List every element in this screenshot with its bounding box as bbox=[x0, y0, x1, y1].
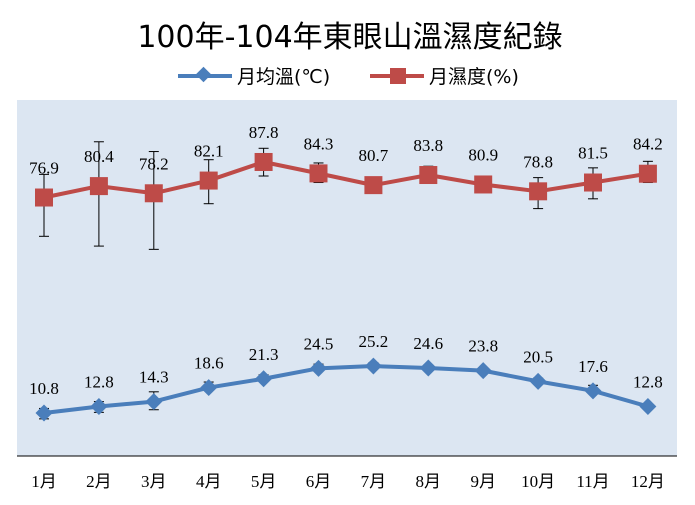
temperature-point bbox=[529, 372, 547, 390]
data-labels: 10.8 12.8 14.3 18.6 21.3 24.5 25.2 24.6 23.8 20.5… bbox=[29, 123, 663, 398]
temperature-data-label: 20.5 bbox=[523, 347, 553, 366]
temperature-data-label: 17.6 bbox=[578, 357, 608, 376]
humidity-data-label: 83.8 bbox=[413, 136, 443, 155]
temperature-point bbox=[639, 397, 657, 415]
x-tick-label: 12月 bbox=[631, 472, 665, 491]
series-markers bbox=[35, 152, 657, 422]
humidity-point bbox=[419, 166, 438, 185]
temperature-data-label: 14.3 bbox=[139, 368, 169, 387]
humidity-point bbox=[199, 171, 218, 190]
humidity-point bbox=[638, 164, 657, 183]
humidity-data-label: 80.9 bbox=[468, 145, 498, 164]
humidity-data-label: 78.2 bbox=[139, 154, 169, 173]
legend-temperature-label: 月均溫(℃) bbox=[237, 66, 330, 88]
temperature-data-label: 25.2 bbox=[359, 332, 389, 351]
temperature-point bbox=[310, 359, 327, 377]
humidity-data-label: 84.3 bbox=[304, 134, 334, 153]
temperature-point bbox=[145, 393, 163, 411]
x-tick-label: 6月 bbox=[306, 472, 332, 491]
humidity-series-line bbox=[43, 159, 649, 200]
humidity-point bbox=[584, 173, 602, 192]
humidity-point bbox=[35, 188, 53, 207]
chart-title: 100年-104年東眼山溫濕度紀錄 bbox=[137, 20, 562, 55]
x-tick-label: 3月 bbox=[141, 472, 167, 491]
humidity-point bbox=[364, 176, 383, 195]
temperature-data-label: 10.8 bbox=[29, 379, 59, 398]
temperature-data-label: 23.8 bbox=[468, 337, 498, 356]
x-tick-label: 8月 bbox=[416, 472, 442, 491]
x-axis-tick-labels: 1月 2月 3月 4月 5月 6月 7月 8月 9月 10月 11月 12月 bbox=[31, 472, 665, 491]
legend-humidity-label: 月濕度(%) bbox=[429, 66, 519, 88]
humidity-point bbox=[474, 175, 493, 194]
humidity-data-label: 80.7 bbox=[359, 146, 389, 165]
series-lines bbox=[43, 159, 649, 415]
temperature-point bbox=[255, 370, 273, 388]
humidity-data-label: 76.9 bbox=[29, 159, 59, 178]
plot-area bbox=[17, 100, 677, 456]
legend-humidity-marker bbox=[390, 68, 406, 84]
legend-temperature-marker bbox=[195, 66, 212, 83]
temperature-series-line bbox=[43, 364, 649, 415]
x-tick-label: 7月 bbox=[361, 472, 387, 491]
humidity-point bbox=[89, 177, 108, 196]
temperature-point bbox=[200, 379, 218, 397]
legend-item-humidity: 月濕度(%) bbox=[370, 66, 519, 88]
temperature-point bbox=[419, 359, 437, 377]
humidity-data-label: 80.4 bbox=[84, 147, 114, 166]
temperature-data-label: 12.8 bbox=[84, 372, 114, 391]
temperature-point bbox=[364, 357, 382, 375]
legend: 月均溫(℃) 月濕度(%) bbox=[178, 66, 519, 88]
humidity-data-label: 81.5 bbox=[578, 144, 608, 163]
humidity-data-label: 78.8 bbox=[523, 152, 553, 171]
temperature-point bbox=[90, 397, 108, 415]
temperature-data-label: 24.5 bbox=[304, 334, 334, 353]
humidity-data-label: 82.1 bbox=[194, 142, 224, 161]
temperature-point bbox=[474, 362, 492, 380]
temperature-data-label: 12.8 bbox=[633, 372, 663, 391]
x-tick-label: 10月 bbox=[521, 472, 555, 491]
humidity-point bbox=[144, 184, 163, 203]
x-tick-label: 1月 bbox=[31, 472, 57, 491]
humidity-point bbox=[529, 182, 548, 201]
legend-item-temperature: 月均溫(℃) bbox=[178, 66, 330, 88]
humidity-point bbox=[309, 164, 328, 183]
x-tick-label: 5月 bbox=[251, 472, 277, 491]
humidity-point bbox=[254, 152, 273, 171]
temperature-data-label: 21.3 bbox=[249, 345, 279, 364]
temperature-point bbox=[584, 382, 602, 400]
humidity-data-label: 84.2 bbox=[633, 135, 663, 154]
x-tick-label: 11月 bbox=[576, 472, 609, 491]
x-tick-label: 2月 bbox=[86, 472, 112, 491]
temperature-data-label: 18.6 bbox=[194, 354, 224, 373]
x-tick-label: 4月 bbox=[196, 472, 222, 491]
humidity-data-label: 87.8 bbox=[249, 123, 279, 142]
x-tick-label: 9月 bbox=[470, 472, 496, 491]
temperature-data-label: 24.6 bbox=[413, 334, 443, 353]
